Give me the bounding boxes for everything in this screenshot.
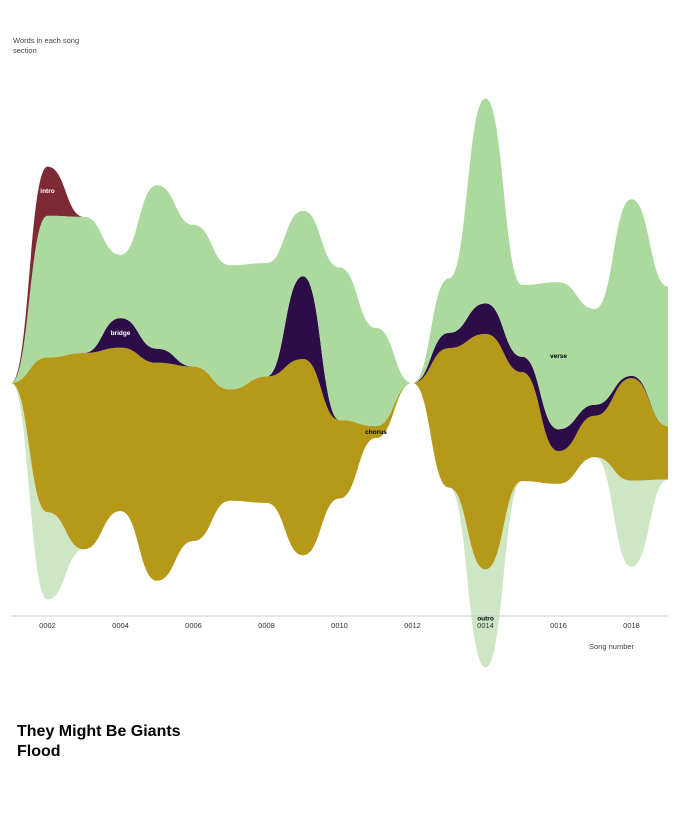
y-axis-label: Words in each song section — [13, 36, 80, 55]
x-tick-label: 0002 — [39, 621, 56, 630]
chart-subtitle: Flood — [17, 743, 61, 760]
series-label-intro: intro — [40, 188, 54, 195]
x-tick-label: 0006 — [185, 621, 202, 630]
x-tick-label: 0018 — [623, 621, 640, 630]
stream-layer-chorus — [11, 333, 668, 581]
x-axis-ticks: 0002 0004 0006 0008 0010 0012 0014 0016 0018 — [39, 621, 640, 630]
chart-title: They Might Be Giants — [17, 723, 181, 740]
series-labels: intro bridge chorus outro verse — [40, 188, 567, 622]
x-tick-label: 0010 — [331, 621, 348, 630]
series-label-chorus: chorus — [365, 429, 387, 436]
x-tick-label: 0008 — [258, 621, 275, 630]
series-label-bridge: bridge — [111, 330, 131, 337]
stream-layers — [11, 98, 668, 668]
x-tick-label: 0012 — [404, 621, 421, 630]
x-tick-label: 0004 — [112, 621, 129, 630]
series-label-outro: outro — [477, 615, 494, 622]
series-label-verse: verse — [550, 353, 567, 360]
x-tick-label: 0014 — [477, 621, 494, 630]
x-axis-label: Song number — [589, 642, 635, 651]
stream-layer-verse — [11, 98, 668, 430]
chart-title-block: They Might Be Giants Flood — [17, 722, 181, 762]
x-tick-label: 0016 — [550, 621, 567, 630]
